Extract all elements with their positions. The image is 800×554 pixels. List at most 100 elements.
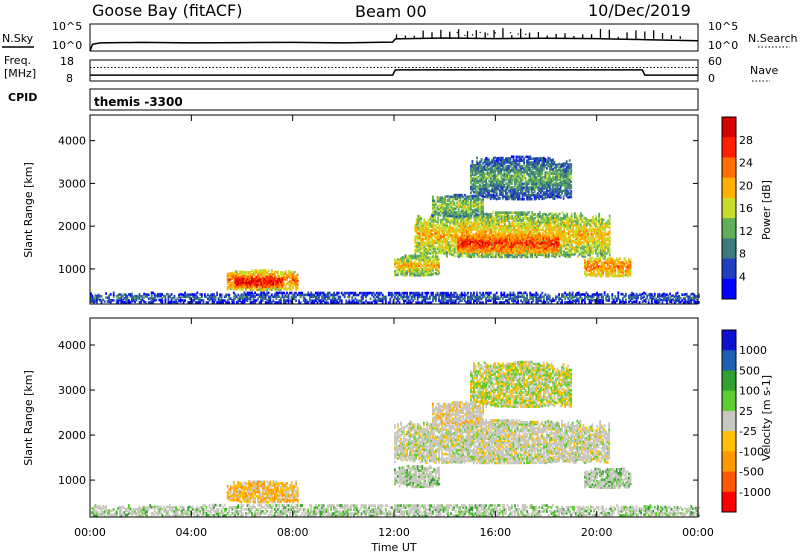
heatmap-cell (545, 255, 547, 259)
heatmap-cell (310, 295, 313, 299)
heatmap-cell (441, 218, 444, 221)
heatmap-cell (409, 272, 411, 275)
heatmap-cell (272, 286, 275, 290)
heatmap-cell (413, 291, 416, 295)
heatmap-cell (687, 301, 690, 304)
heatmap-cell (464, 236, 467, 240)
heatmap-cell (586, 235, 588, 239)
heatmap-cell (436, 259, 439, 263)
heatmap-cell (217, 301, 220, 304)
heatmap-cell (484, 231, 486, 235)
freq-panel-frame (89, 59, 699, 82)
heatmap-cell (454, 291, 457, 295)
heatmap-cell (583, 221, 585, 224)
heatmap-cell (429, 233, 432, 236)
heatmap-cell (449, 225, 451, 229)
heatmap-cell (471, 246, 473, 249)
heatmap-cell (611, 293, 614, 296)
heatmap-cell (255, 293, 258, 296)
heatmap-cell (128, 300, 130, 304)
heatmap-cell (248, 291, 250, 295)
heatmap-cell (446, 237, 448, 241)
heatmap-cell (239, 276, 241, 279)
heatmap-cell (229, 283, 232, 287)
heatmap-cell (535, 240, 538, 243)
heatmap-cell (470, 299, 472, 303)
heatmap-cell (555, 214, 558, 218)
heatmap-cell (464, 238, 467, 242)
heatmap-cell (486, 249, 488, 252)
heatmap-cell (464, 250, 467, 253)
heatmap-cell (417, 243, 420, 247)
heatmap-cell (257, 276, 259, 279)
heatmap-cell (443, 231, 445, 234)
heatmap-cell (277, 277, 279, 281)
heatmap-cell (499, 234, 502, 237)
heatmap-cell (514, 230, 517, 234)
heatmap-cell (481, 215, 483, 218)
heatmap-cell (424, 268, 427, 271)
heatmap-cell (599, 233, 602, 236)
heatmap-cell (558, 228, 561, 231)
heatmap-cell (324, 297, 326, 301)
heatmap-cell (497, 230, 500, 234)
freq-unit-label: [MHz] (4, 67, 36, 80)
heatmap-cell (596, 244, 599, 248)
heatmap-cell (522, 213, 524, 216)
heatmap-cell (598, 218, 600, 222)
heatmap-cell (596, 219, 599, 223)
heatmap-cell (579, 225, 582, 229)
heatmap-cell (590, 240, 593, 243)
heatmap-cell (555, 297, 557, 300)
heatmap-cell (434, 214, 436, 218)
heatmap-cell (284, 276, 287, 279)
heatmap-cell (231, 275, 234, 279)
heatmap-cell (581, 254, 584, 258)
heatmap-cell (516, 241, 519, 245)
heatmap-cell (596, 227, 599, 231)
heatmap-cell (178, 295, 180, 299)
heatmap-cell (472, 224, 474, 227)
heatmap-cell (526, 295, 528, 299)
heatmap-cell (579, 223, 582, 227)
heatmap-cell (519, 253, 521, 257)
heatmap-cell (569, 216, 572, 220)
heatmap-cell (508, 244, 511, 247)
heatmap-cell (526, 220, 529, 224)
heatmap-cell (461, 237, 464, 241)
heatmap-cell (459, 225, 462, 228)
heatmap-cell (457, 301, 460, 304)
heatmap-cell (420, 240, 423, 244)
heatmap-cell (601, 241, 603, 244)
heatmap-cell (564, 247, 567, 250)
heatmap-cell (514, 295, 516, 299)
heatmap-cell (425, 260, 428, 263)
heatmap-cell (579, 231, 582, 235)
heatmap-cell (534, 237, 537, 240)
heatmap-cell (425, 258, 428, 261)
heatmap-cell (590, 238, 593, 241)
heatmap-cell (537, 226, 540, 230)
heatmap-cell (474, 234, 476, 238)
heatmap-cell (438, 262, 440, 265)
heatmap-cell (427, 260, 430, 263)
heatmap-cell (475, 235, 478, 238)
heatmap-cell (249, 297, 252, 300)
heatmap-cell (530, 301, 533, 304)
heatmap-cell (409, 273, 411, 277)
heatmap-cell (514, 232, 517, 236)
heatmap-cell (507, 251, 510, 254)
heatmap-cell (182, 301, 185, 304)
heatmap-cell (514, 244, 517, 247)
heatmap-cell (484, 220, 486, 223)
heatmap-cell (450, 236, 453, 239)
heatmap-cell (502, 235, 505, 239)
heatmap-cell (491, 297, 494, 300)
heatmap-cell (372, 299, 375, 303)
heatmap-cell (117, 299, 120, 302)
heatmap-cell (493, 228, 496, 232)
heatmap-cell (257, 279, 259, 283)
heatmap-cell (249, 293, 252, 297)
heatmap-cell (93, 296, 95, 300)
heatmap-cell (336, 291, 338, 295)
